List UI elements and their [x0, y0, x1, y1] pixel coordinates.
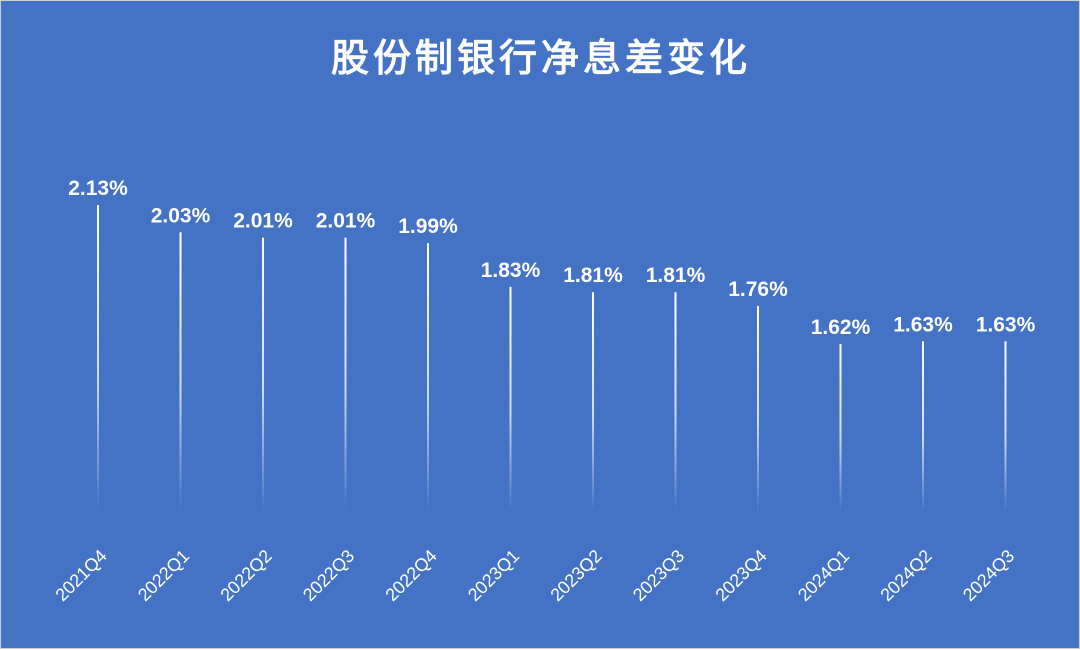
bar-2023Q1	[509, 286, 512, 513]
x-tick-label-2024Q3: 2024Q3	[959, 546, 1018, 605]
x-tick-label-2024Q2: 2024Q2	[876, 546, 935, 605]
bar-2021Q4	[97, 205, 99, 513]
data-label-2023Q4: 1.76%	[728, 278, 788, 301]
data-label-2022Q2: 2.01%	[233, 210, 293, 233]
bar-2022Q4	[427, 243, 429, 513]
chart-title: 股份制银行净息差变化	[330, 36, 751, 80]
data-label-2023Q2: 1.81%	[563, 264, 623, 287]
data-label-2024Q2: 1.63%	[893, 313, 953, 336]
data-label-2024Q3: 1.63%	[976, 313, 1036, 336]
x-tick-label-2021Q4: 2021Q4	[51, 546, 110, 605]
x-tick-label-2022Q3: 2022Q3	[299, 546, 358, 605]
data-label-2024Q1: 1.62%	[811, 316, 871, 339]
x-tick-label-2022Q4: 2022Q4	[381, 546, 440, 605]
bar-2022Q1	[179, 232, 182, 513]
bar-2022Q2	[262, 237, 264, 514]
bar-2024Q2	[922, 341, 924, 513]
value-labels-layer: 2.13% 2.03% 2.01% 2.01% 1.99% 1.83% 1.81% 1.81%…	[68, 177, 1035, 339]
bar-2023Q4	[757, 305, 759, 513]
data-label-2022Q4: 1.99%	[398, 215, 458, 238]
x-tick-label-2023Q3: 2023Q3	[629, 546, 688, 605]
x-tick-label-2022Q1: 2022Q1	[134, 546, 193, 605]
x-tick-label-2023Q2: 2023Q2	[546, 546, 605, 605]
bars-layer	[97, 205, 1007, 514]
data-label-2022Q3: 2.01%	[316, 210, 376, 233]
bar-2022Q3	[344, 237, 347, 514]
x-tick-label-2024Q1: 2024Q1	[794, 546, 853, 605]
data-label-2023Q1: 1.83%	[481, 259, 541, 282]
x-tick-label-2023Q4: 2023Q4	[711, 546, 770, 605]
x-tick-label-2023Q1: 2023Q1	[464, 546, 523, 605]
x-tick-label-2022Q2: 2022Q2	[216, 546, 275, 605]
category-labels-layer: 2021Q4 2022Q1 2022Q2 2022Q3 2022Q4 2023Q1 2023…	[51, 546, 1018, 605]
data-label-2023Q3: 1.81%	[646, 264, 706, 287]
data-label-2021Q4: 2.13%	[68, 177, 128, 200]
bar-2023Q2	[592, 292, 594, 513]
bar-2024Q3	[1004, 341, 1007, 513]
bar-2024Q1	[839, 344, 842, 513]
bar-2023Q3	[674, 292, 677, 513]
data-label-2022Q1: 2.03%	[151, 204, 211, 227]
